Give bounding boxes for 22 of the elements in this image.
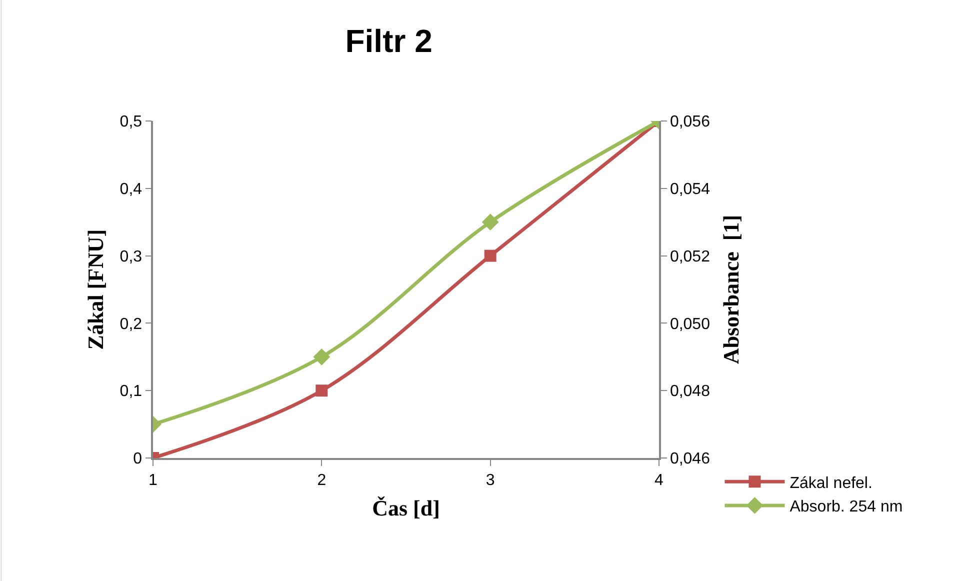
y2-tick-label: 0,046 <box>670 450 710 468</box>
y2-tick-label: 0,048 <box>670 383 710 400</box>
y-axis-title: Zákal [FNU] <box>83 229 108 350</box>
y2-tick-label: 0,056 <box>670 114 710 131</box>
y2-tick-label: 0,054 <box>670 181 710 198</box>
y-tick-label: 0 <box>133 450 142 468</box>
y2-tick-label: 0,052 <box>670 248 710 266</box>
x-tick-label: 1 <box>148 472 158 489</box>
y-tick-label: 0,5 <box>120 114 142 131</box>
x-tick-label: 4 <box>654 472 664 489</box>
legend-label: Zákal nefel. <box>790 474 872 492</box>
x-tick-label: 2 <box>317 472 326 489</box>
y-tick-label: 0,3 <box>120 248 142 266</box>
x-axis-title: Čas [d] <box>372 495 440 520</box>
chart-title: Filtr 2 <box>345 22 432 59</box>
legend-label: Absorb. 254 nm <box>790 498 903 516</box>
x-tick-label: 3 <box>486 472 495 489</box>
y-tick-label: 0,1 <box>120 383 142 400</box>
y2-tick-label: 0,050 <box>670 316 710 333</box>
y2-axis-title: Absorbance [1] <box>718 214 744 364</box>
y-tick-label: 0,4 <box>120 181 142 198</box>
y-tick-label: 0,2 <box>120 316 142 333</box>
